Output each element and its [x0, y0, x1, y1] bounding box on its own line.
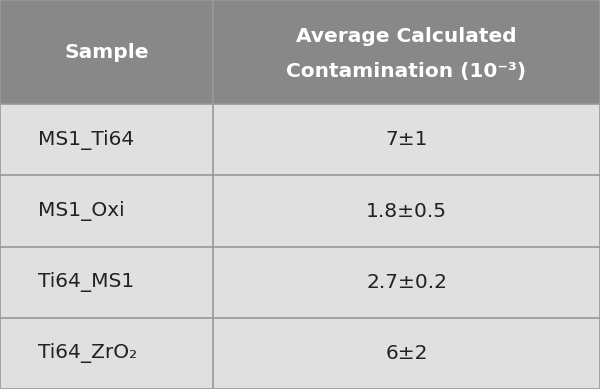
Text: 7±1: 7±1 — [385, 130, 428, 149]
Text: Ti64_MS1: Ti64_MS1 — [38, 272, 134, 292]
Bar — [0, 0, 600, 104]
Text: 2.7±0.2: 2.7±0.2 — [366, 273, 447, 292]
Bar — [0, 318, 600, 389]
Text: MS1_Oxi: MS1_Oxi — [38, 201, 125, 221]
Text: 6±2: 6±2 — [385, 344, 428, 363]
Bar — [0, 104, 600, 175]
Text: 1.8±0.5: 1.8±0.5 — [366, 202, 447, 221]
Text: Sample: Sample — [64, 43, 149, 61]
Text: Average Calculated: Average Calculated — [296, 27, 517, 46]
Bar — [0, 247, 600, 318]
Bar — [0, 175, 600, 247]
Text: MS1_Ti64: MS1_Ti64 — [38, 130, 134, 150]
Text: Contamination (10⁻³): Contamination (10⁻³) — [286, 62, 527, 81]
Text: Ti64_ZrO₂: Ti64_ZrO₂ — [38, 343, 137, 363]
